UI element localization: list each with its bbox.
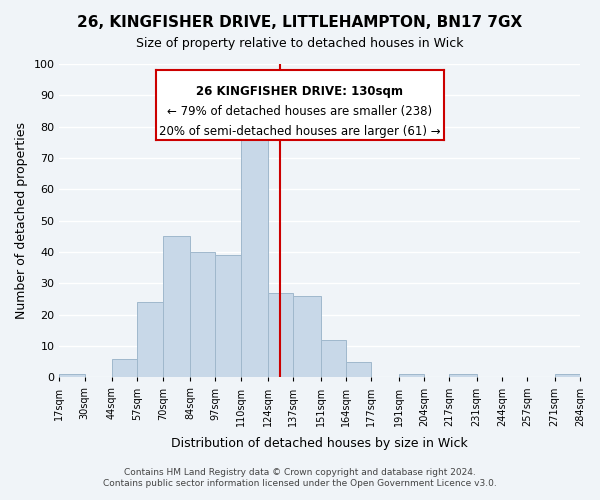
Bar: [59, 374, 85, 378]
Text: 26 KINGFISHER DRIVE: 130sqm: 26 KINGFISHER DRIVE: 130sqm: [197, 86, 404, 98]
Bar: [320, 340, 346, 378]
Bar: [163, 236, 190, 378]
Text: Size of property relative to detached houses in Wick: Size of property relative to detached ho…: [136, 38, 464, 51]
Bar: [137, 302, 163, 378]
Bar: [554, 374, 580, 378]
Bar: [112, 358, 137, 378]
Text: 26, KINGFISHER DRIVE, LITTLEHAMPTON, BN17 7GX: 26, KINGFISHER DRIVE, LITTLEHAMPTON, BN1…: [77, 15, 523, 30]
Bar: [293, 296, 320, 378]
Text: 20% of semi-detached houses are larger (61) →: 20% of semi-detached houses are larger (…: [159, 124, 441, 138]
Bar: [346, 362, 371, 378]
Bar: [241, 136, 268, 378]
X-axis label: Distribution of detached houses by size in Wick: Distribution of detached houses by size …: [172, 437, 468, 450]
Y-axis label: Number of detached properties: Number of detached properties: [15, 122, 28, 319]
Bar: [190, 252, 215, 378]
Bar: [398, 374, 424, 378]
Text: ← 79% of detached houses are smaller (238): ← 79% of detached houses are smaller (23…: [167, 105, 433, 118]
Bar: [449, 374, 476, 378]
Bar: [215, 255, 241, 378]
Bar: [268, 293, 293, 378]
Text: Contains HM Land Registry data © Crown copyright and database right 2024.
Contai: Contains HM Land Registry data © Crown c…: [103, 468, 497, 487]
